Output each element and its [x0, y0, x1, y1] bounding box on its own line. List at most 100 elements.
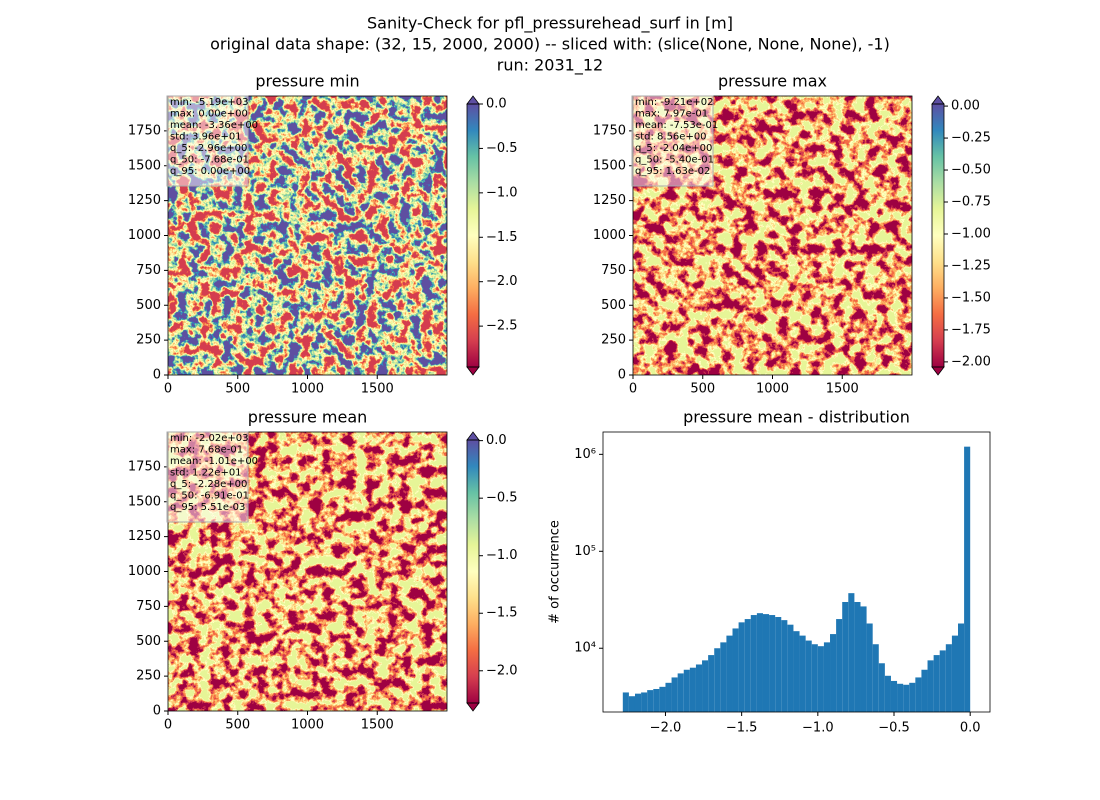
- y-tick-label: 1750: [593, 123, 626, 138]
- y-tick-label: 10⁴: [574, 641, 596, 656]
- panel-title: pressure min: [255, 72, 359, 91]
- colorbar-tick-label: −1.5: [486, 230, 518, 245]
- y-tick-label: 250: [136, 333, 161, 348]
- x-tick-label: 1500: [361, 382, 394, 397]
- colorbar-tick-label: −1.25: [951, 258, 991, 273]
- colorbar-extend: [931, 95, 945, 105]
- hist-bar: [817, 646, 824, 712]
- y-tick-label: 1500: [128, 158, 161, 173]
- hist-bar: [726, 635, 733, 712]
- x-tick-label: 1000: [291, 718, 324, 733]
- stats-line: q_50: -7.68e-01: [170, 155, 249, 166]
- hist-bar: [915, 677, 922, 712]
- stats-line: max: 7.68e-01: [170, 445, 243, 456]
- y-tick-label: 1000: [128, 228, 161, 243]
- x-tick-label: −2.0: [650, 721, 682, 736]
- y-tick-label: 1250: [593, 193, 626, 208]
- hist-bar: [756, 613, 763, 712]
- colorbar-extend: [466, 702, 480, 712]
- y-tick-label: 1750: [128, 459, 161, 474]
- colorbar-frame: [466, 103, 480, 368]
- y-tick-label: 1250: [128, 529, 161, 544]
- y-tick-label: 500: [136, 634, 161, 649]
- colorbar-tick-label: −2.0: [486, 274, 518, 289]
- x-tick-label: 1000: [291, 382, 324, 397]
- stats-line: q_95: 1.63e-02: [635, 166, 710, 177]
- panel-title: pressure mean: [248, 408, 368, 427]
- hist-bar: [866, 623, 873, 712]
- colorbar-tick-label: −1.00: [951, 226, 991, 241]
- stats-box: [166, 431, 249, 523]
- y-axis-label: # of occurrence: [548, 520, 563, 624]
- suptitle: original data shape: (32, 15, 2000, 2000…: [210, 35, 890, 54]
- x-tick-label: 1500: [826, 382, 859, 397]
- stats-line: q_95: 5.51e-03: [170, 502, 245, 513]
- colorbar-tick-label: −0.5: [486, 141, 518, 156]
- colorbar-frame: [931, 103, 945, 368]
- hist-bar: [860, 606, 867, 712]
- hist-bar: [909, 682, 916, 712]
- colorbar-tick-label: −0.50: [951, 163, 991, 178]
- x-tick-label: 1000: [756, 382, 789, 397]
- hist-bar: [659, 686, 666, 712]
- hist-bar: [671, 677, 678, 712]
- x-tick-label: 500: [225, 382, 250, 397]
- x-tick-label: 1500: [361, 718, 394, 733]
- y-tick-label: 1750: [128, 123, 161, 138]
- hist-bar: [823, 642, 831, 712]
- hist-bar: [695, 664, 703, 712]
- hist-bar: [769, 615, 776, 712]
- y-tick-label: 750: [601, 263, 626, 278]
- stats-line: max: 7.97e-01: [635, 109, 708, 120]
- hist-bar: [720, 642, 727, 712]
- hist-bar: [927, 660, 934, 712]
- stats-line: q_50: -5.40e-01: [635, 155, 714, 166]
- colorbar-extend: [466, 95, 480, 105]
- stats-line: q_5: -2.28e+00: [170, 479, 247, 490]
- hist-bar: [683, 669, 690, 712]
- hist-bar: [677, 673, 684, 712]
- x-tick-label: 500: [225, 718, 250, 733]
- stats-line: q_95: 0.00e+00: [170, 166, 250, 177]
- hist-bar: [964, 446, 971, 712]
- y-tick-label: 10⁵: [574, 544, 596, 559]
- stats-line: min: -5.19e+03: [170, 97, 249, 108]
- colorbar-tick-label: 0.0: [486, 433, 507, 448]
- hist-bar: [647, 690, 654, 712]
- colorbar-tick-label: −1.5: [486, 606, 518, 621]
- colorbar-tick-label: −0.5: [486, 491, 518, 506]
- hist-bar: [836, 619, 843, 712]
- colorbar-tick-label: −1.75: [951, 322, 991, 337]
- hist-bar: [897, 683, 904, 712]
- y-tick-label: 10⁶: [574, 447, 596, 462]
- colorbar: [467, 104, 479, 367]
- hist-bar: [921, 669, 928, 712]
- hist-bar: [945, 644, 952, 712]
- x-tick-label: 0.0: [960, 721, 981, 736]
- hist-bar: [762, 614, 770, 712]
- stats-box: [166, 95, 249, 187]
- y-tick-label: 0: [618, 368, 626, 383]
- hist-bar: [653, 688, 660, 712]
- y-tick-label: 250: [601, 333, 626, 348]
- stats-box: [631, 95, 714, 187]
- hist-bar: [781, 620, 788, 712]
- y-tick-label: 1000: [128, 564, 161, 579]
- hist-bar: [744, 619, 751, 712]
- hist-bar: [622, 692, 629, 712]
- stats-line: mean: -7.53e-01: [635, 120, 718, 131]
- y-tick-label: 1000: [593, 228, 626, 243]
- hist-bar: [628, 696, 635, 712]
- y-tick-label: 250: [136, 669, 161, 684]
- hist-bar: [787, 624, 794, 712]
- y-tick-label: 750: [136, 263, 161, 278]
- stats-line: q_50: -6.91e-01: [170, 491, 249, 502]
- suptitle: run: 2031_12: [497, 56, 603, 76]
- hist-bar: [842, 601, 849, 712]
- colorbar-tick-label: −2.0: [486, 663, 518, 678]
- hist-bar: [811, 644, 818, 712]
- x-tick-label: −0.5: [878, 721, 910, 736]
- x-tick-label: 0: [629, 382, 637, 397]
- hist-bar: [805, 640, 812, 712]
